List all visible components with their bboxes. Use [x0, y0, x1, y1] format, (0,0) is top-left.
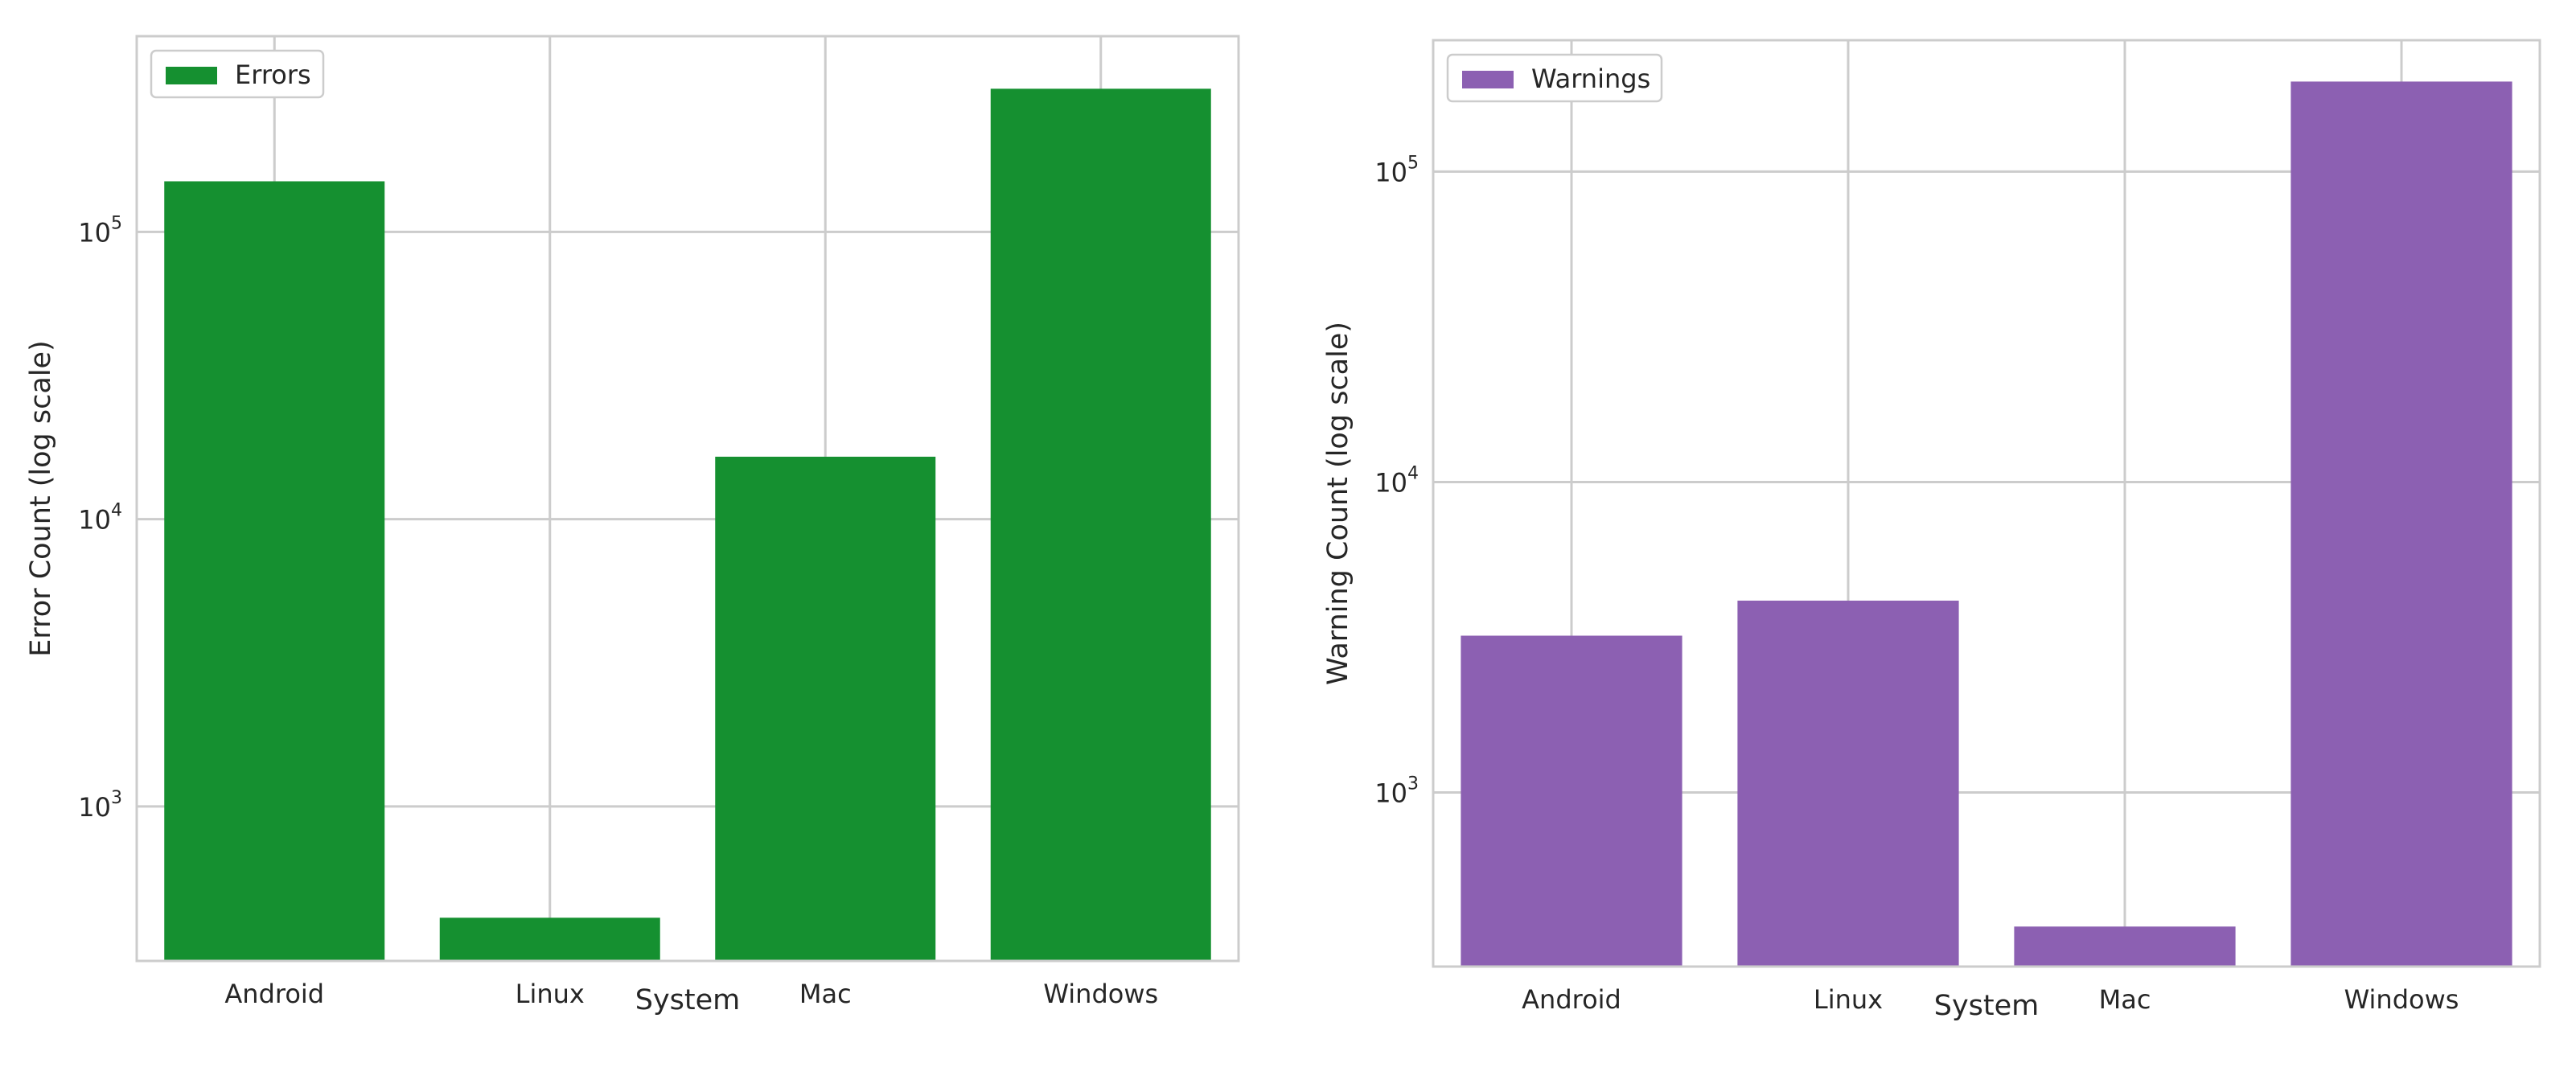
- legend: [1446, 53, 1663, 103]
- y-tick-exponent: 5: [1407, 153, 1419, 173]
- x-tick-label: Android: [224, 979, 324, 1009]
- y-tick-exponent: 5: [111, 213, 122, 233]
- x-axis-label: System: [635, 984, 741, 1016]
- y-axis-label: Warning Count (log scale): [1322, 322, 1354, 685]
- y-tick-label: 104: [1374, 463, 1419, 498]
- x-tick-label: Android: [1522, 984, 1621, 1015]
- x-tick-label: Windows: [2344, 984, 2459, 1015]
- y-tick-base: 10: [1374, 467, 1407, 498]
- y-tick-exponent: 4: [1407, 463, 1419, 483]
- legend-swatch: [166, 67, 217, 84]
- warnings-bar-mac: [2014, 926, 2236, 967]
- errors-bar-linux: [439, 918, 660, 961]
- legend-label: Errors: [235, 60, 311, 90]
- y-tick-label: 103: [1374, 774, 1419, 809]
- legend: [150, 49, 325, 99]
- y-tick-base: 10: [78, 505, 111, 536]
- y-tick-label: 103: [78, 788, 122, 823]
- y-tick-exponent: 4: [111, 501, 122, 521]
- legend-label: Warnings: [1531, 64, 1650, 94]
- y-tick-base: 10: [78, 217, 111, 248]
- y-tick-base: 10: [1374, 157, 1407, 187]
- errors-bar-mac: [715, 456, 936, 961]
- y-tick-exponent: 3: [111, 788, 122, 808]
- x-tick-label: Mac: [799, 979, 852, 1009]
- y-tick-label: 105: [1374, 153, 1419, 187]
- x-tick-label: Windows: [1043, 979, 1158, 1009]
- x-tick-label: Mac: [2099, 984, 2151, 1015]
- warnings-bar-android: [1461, 635, 1682, 967]
- y-tick-base: 10: [78, 792, 111, 823]
- y-axis-label: Error Count (log scale): [25, 340, 57, 656]
- plot-border: [135, 35, 1240, 963]
- errors-bar-windows: [990, 88, 1211, 962]
- x-tick-label: Linux: [1814, 984, 1883, 1015]
- x-axis-label: System: [1934, 990, 2040, 1022]
- y-tick-label: 105: [78, 213, 122, 248]
- x-tick-label: Linux: [516, 979, 585, 1009]
- y-tick-exponent: 3: [1407, 774, 1419, 794]
- y-tick-base: 10: [1374, 778, 1407, 809]
- legend-swatch: [1462, 71, 1514, 88]
- y-tick-label: 104: [78, 501, 122, 536]
- plot-border: [1432, 39, 2541, 968]
- errors-bar-android: [164, 181, 385, 962]
- warnings-bar-windows: [2290, 81, 2512, 967]
- warnings-bar-linux: [1737, 600, 1959, 967]
